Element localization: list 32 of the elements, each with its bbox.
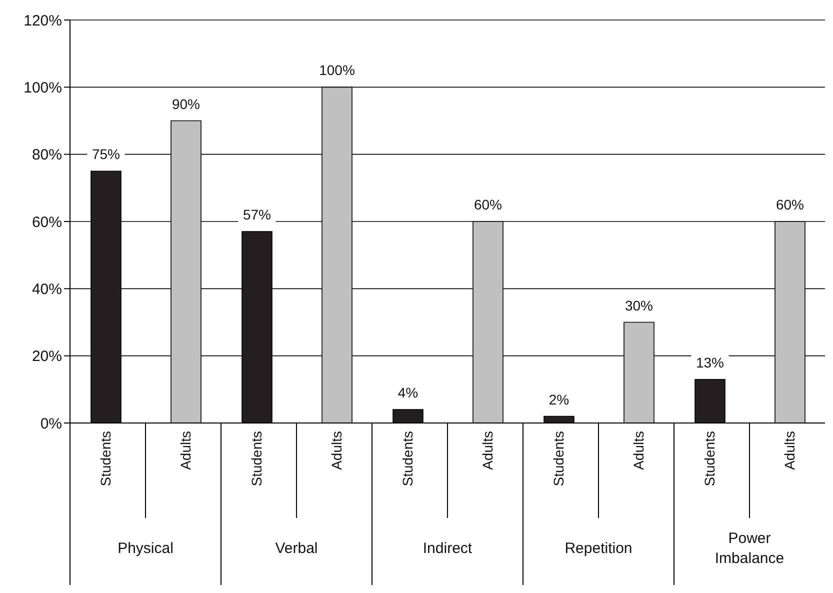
y-tick-label: 40%	[32, 280, 62, 298]
data-label: 30%	[624, 297, 654, 314]
y-tick-label: 100%	[24, 79, 62, 96]
text: Adults	[480, 431, 496, 470]
data-label: 60%	[776, 196, 804, 212]
data-label: 60%	[474, 196, 502, 212]
data-label: 100%	[319, 62, 355, 78]
y-tick-label: 20%	[32, 348, 62, 366]
data-label: 90%	[172, 96, 200, 112]
text: Students	[248, 431, 264, 486]
y-tick-label: 120%	[24, 12, 62, 30]
y-tick-label: 80%	[32, 146, 62, 164]
text: Students	[702, 431, 718, 486]
data-label: 13%	[696, 354, 724, 370]
text: Adults	[630, 431, 646, 470]
text: Students	[98, 431, 114, 486]
data-label: 57%	[242, 206, 272, 223]
data-label: 2%	[548, 391, 570, 408]
data-label: 75%	[92, 146, 120, 162]
text: Adults	[328, 431, 344, 470]
text: Adults	[782, 431, 798, 470]
text: Students	[400, 431, 416, 486]
y-tick-label: 60%	[32, 214, 62, 231]
x-tick-label: Physical	[118, 540, 174, 557]
y-tick-label: 0%	[40, 415, 62, 432]
x-tick-label: Power Imbalance	[714, 530, 784, 567]
x-tick-label: Indirect	[422, 540, 473, 557]
text: Adults	[178, 431, 194, 470]
x-tick-label: Repetition	[564, 540, 632, 557]
data-label: 4%	[398, 384, 418, 401]
x-tick-label: Verbal	[275, 540, 318, 557]
text: Students	[550, 431, 566, 486]
